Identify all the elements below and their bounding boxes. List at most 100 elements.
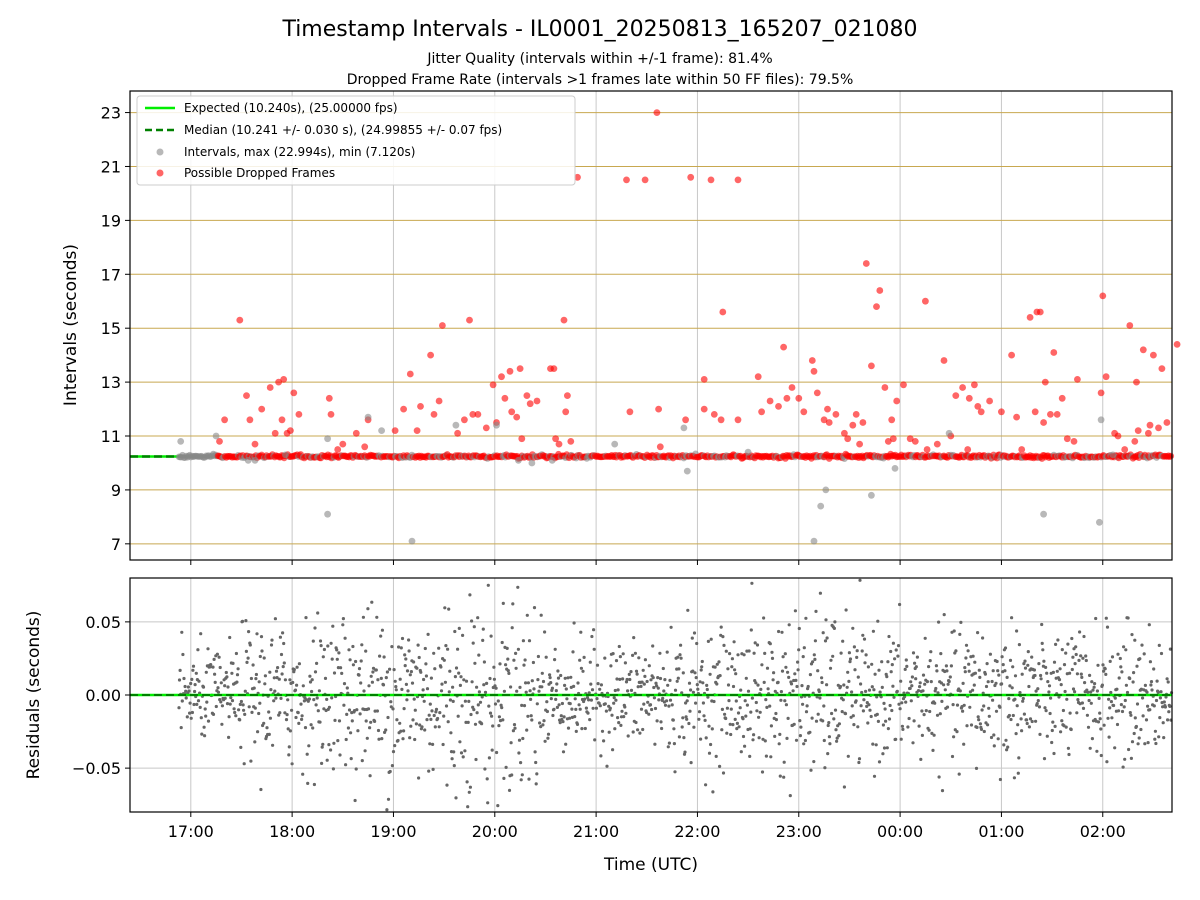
residual-point	[564, 687, 568, 691]
residual-point	[1122, 645, 1126, 649]
residual-point	[899, 679, 903, 683]
residual-point	[724, 649, 728, 653]
residual-point	[201, 685, 206, 689]
residual-point	[437, 725, 441, 729]
residual-point	[741, 717, 745, 721]
residual-point	[863, 661, 867, 665]
dropped-frame-point	[1047, 411, 1054, 418]
residual-point	[502, 776, 506, 781]
legend-intervals-label: Intervals, max (22.994s), min (7.120s)	[184, 145, 415, 159]
residual-point	[1026, 663, 1030, 667]
residual-point	[1079, 654, 1083, 658]
residual-point	[1102, 723, 1106, 727]
residual-point	[636, 728, 640, 732]
residual-point	[1130, 740, 1135, 744]
residual-point	[292, 668, 296, 672]
residual-point	[966, 649, 970, 653]
residual-point	[1020, 672, 1024, 676]
residual-point	[378, 654, 382, 658]
residual-point	[826, 752, 830, 756]
intervals-ytick-label: 11	[101, 427, 121, 446]
residual-point	[1068, 671, 1072, 675]
residual-point	[885, 746, 889, 750]
residual-point	[1017, 756, 1021, 760]
residual-point	[384, 728, 388, 732]
residual-point	[687, 681, 692, 685]
residual-point	[634, 720, 638, 725]
residual-point	[1036, 699, 1040, 703]
residual-point	[472, 625, 476, 629]
residual-point	[880, 685, 884, 690]
residual-point	[967, 669, 971, 673]
residual-point	[908, 686, 912, 691]
residual-point	[951, 703, 955, 707]
residual-point	[725, 731, 729, 735]
residual-point	[342, 682, 347, 686]
residual-point	[235, 673, 240, 677]
residual-point	[332, 671, 337, 675]
residual-point	[1094, 616, 1098, 621]
residual-point	[464, 679, 469, 683]
residual-point	[573, 715, 577, 719]
residual-point	[896, 644, 901, 648]
residual-point	[813, 639, 818, 643]
residual-point	[727, 699, 731, 703]
residual-point	[786, 716, 790, 721]
residual-point	[1017, 643, 1022, 647]
residual-point	[524, 681, 528, 685]
residual-point	[1071, 687, 1076, 691]
residual-point	[239, 745, 243, 750]
residual-point	[780, 630, 784, 634]
residual-point	[1129, 713, 1133, 717]
residual-point	[311, 639, 315, 643]
residual-point	[787, 675, 791, 680]
dropped-frame-point	[518, 435, 526, 443]
dropped-frame-point	[574, 173, 581, 181]
residual-point	[859, 682, 863, 686]
dropped-frame-point	[1099, 292, 1107, 300]
residual-point	[246, 656, 250, 660]
residual-point	[293, 688, 298, 692]
residual-point	[485, 681, 489, 686]
residual-point	[198, 705, 202, 710]
residual-point	[550, 686, 555, 690]
residual-point	[1010, 616, 1014, 620]
residual-point	[678, 653, 682, 657]
residual-point	[886, 727, 891, 731]
residual-point	[851, 626, 855, 630]
residual-point	[877, 668, 881, 672]
residual-point	[715, 662, 719, 666]
residual-point	[915, 655, 920, 659]
residual-point	[821, 719, 825, 723]
residual-point	[595, 697, 599, 701]
residual-point	[669, 625, 673, 629]
dropped-frame-point	[466, 316, 473, 324]
dropped-frame-point	[964, 446, 972, 453]
residual-point	[825, 683, 829, 687]
residual-point	[470, 619, 474, 623]
residual-point	[684, 715, 688, 719]
residual-point	[651, 676, 655, 680]
dropped-frame-point	[567, 438, 575, 445]
residual-point	[475, 685, 479, 689]
residual-point	[1125, 690, 1130, 695]
dropped-frame-point	[965, 394, 973, 402]
intervals-ytick-label: 21	[101, 157, 121, 176]
residual-point	[928, 659, 932, 663]
residual-point	[1000, 682, 1004, 686]
dropped-frame-point	[469, 411, 477, 418]
residual-point	[978, 722, 983, 726]
residual-point	[1158, 716, 1162, 720]
residual-point	[502, 689, 506, 693]
residual-point	[501, 601, 505, 606]
residual-point	[288, 729, 292, 733]
dropped-frame-point	[719, 308, 727, 316]
residual-point	[889, 649, 893, 654]
dropped-frame-point	[427, 351, 434, 359]
residual-point	[491, 724, 495, 728]
residual-point	[218, 665, 222, 670]
residual-point	[187, 689, 191, 693]
residual-point	[743, 744, 747, 748]
residual-point	[820, 676, 824, 680]
dropped-frame-point	[655, 405, 662, 413]
